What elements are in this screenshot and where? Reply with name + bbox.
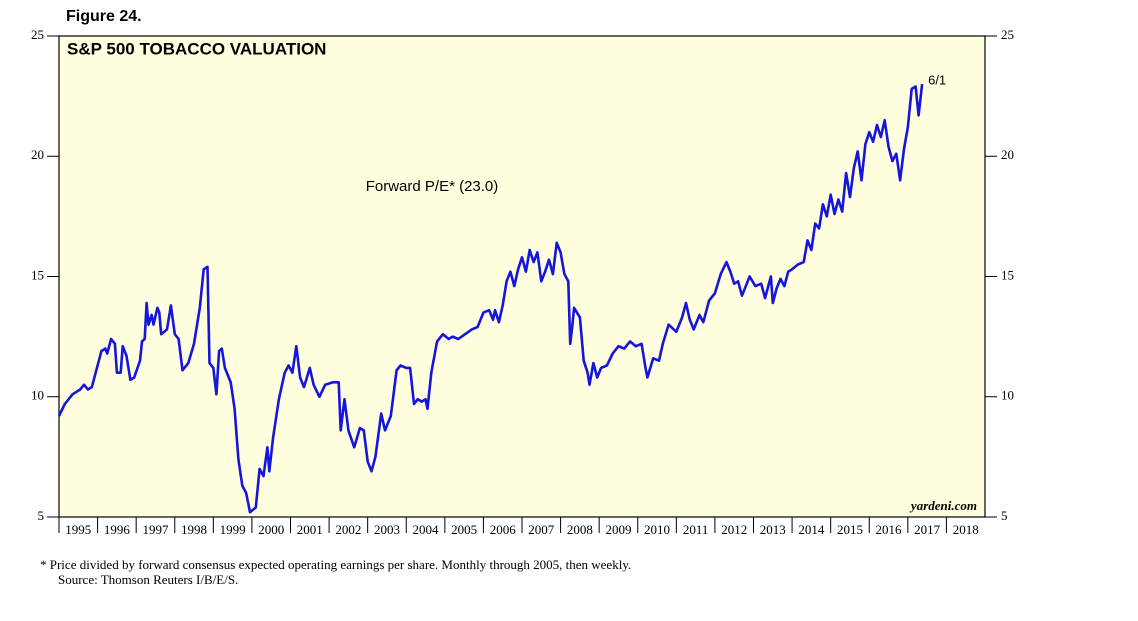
x-tick-label: 1999 <box>220 522 246 537</box>
annotation: Forward P/E* (23.0) <box>366 178 499 195</box>
x-tick-label: 2014 <box>798 522 825 537</box>
x-tick-label: 2017 <box>914 522 941 537</box>
footnote: * Price divided by forward consensus exp… <box>40 557 631 572</box>
footnote: Source: Thomson Reuters I/B/E/S. <box>58 572 238 587</box>
y2-tick-label: 10 <box>1001 388 1014 403</box>
x-tick-label: 2013 <box>760 522 786 537</box>
x-tick-label: 2004 <box>413 522 440 537</box>
watermark: yardeni.com <box>909 498 977 513</box>
x-tick-label: 2012 <box>721 522 747 537</box>
x-tick-label: 2008 <box>567 522 593 537</box>
y2-tick-label: 25 <box>1001 27 1014 42</box>
y-tick-label: 15 <box>31 267 44 282</box>
x-tick-label: 2006 <box>490 522 517 537</box>
figure-label: Figure 24. <box>66 8 142 25</box>
x-tick-label: 2011 <box>683 522 709 537</box>
x-tick-label: 1997 <box>142 522 169 537</box>
x-tick-label: 2007 <box>528 522 555 537</box>
x-tick-label: 2015 <box>837 522 863 537</box>
y-tick-label: 10 <box>31 388 44 403</box>
y-tick-label: 25 <box>31 27 44 42</box>
x-tick-label: 2001 <box>297 522 323 537</box>
y-tick-label: 20 <box>31 147 44 162</box>
x-tick-label: 1996 <box>104 522 131 537</box>
x-tick-label: 1998 <box>181 522 207 537</box>
x-tick-label: 2000 <box>258 522 284 537</box>
y2-tick-label: 5 <box>1001 508 1008 523</box>
pe-line <box>57 83 924 514</box>
x-tick-label: 2003 <box>374 522 400 537</box>
y2-tick-label: 15 <box>1001 267 1014 282</box>
plot-area <box>58 35 986 518</box>
chart-title: S&P 500 TOBACCO VALUATION <box>67 39 326 58</box>
x-tick-label: 2018 <box>953 522 979 537</box>
x-tick-label: 2009 <box>605 522 631 537</box>
y2-tick-label: 20 <box>1001 147 1014 162</box>
x-tick-label: 1995 <box>65 522 91 537</box>
end-label: 6/1 <box>928 73 946 88</box>
x-tick-label: 2010 <box>644 522 670 537</box>
x-tick-label: 2016 <box>876 522 903 537</box>
y-tick-label: 5 <box>38 508 45 523</box>
x-tick-label: 2005 <box>451 522 477 537</box>
x-tick-label: 2002 <box>335 522 361 537</box>
